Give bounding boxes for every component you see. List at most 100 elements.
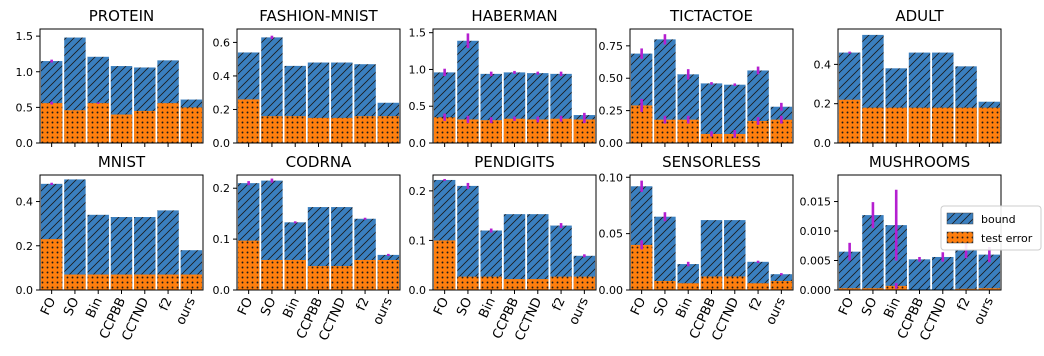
panel-title: PENDIGITS — [474, 153, 554, 171]
x-tick-label: ours — [566, 295, 592, 327]
y-tick-label: 0.00 — [599, 137, 624, 150]
y-tick-label: 0.2 — [814, 98, 832, 111]
panel-haberman: HABERMAN 0.0 0.5 1.0 1.5 — [409, 7, 597, 150]
bar-bound — [480, 230, 502, 290]
bar-test-error — [770, 280, 793, 290]
y-tick-label: 0.010 — [800, 225, 832, 238]
panel-title: CODRNA — [286, 153, 352, 171]
y-tick-label: 0.0 — [213, 137, 231, 150]
bar-test-error — [908, 107, 931, 143]
y-tick-label: 0.2 — [213, 103, 231, 116]
bar-test-error — [654, 119, 676, 143]
y-tick-label: 0.05 — [599, 228, 624, 241]
bar-test-error — [770, 119, 793, 143]
x-tick-label: FO — [836, 295, 857, 317]
bar-test-error — [724, 276, 746, 290]
bar-test-error — [862, 107, 884, 143]
y-tick-label: 0.10 — [599, 171, 624, 184]
bar-bound — [724, 84, 746, 143]
x-tick-label: f2 — [955, 295, 974, 313]
y-tick-label: 1.5 — [409, 27, 427, 40]
x-tick-label: FO — [38, 295, 59, 317]
x-tick-label: SO — [258, 295, 279, 318]
y-tick-label: 0.015 — [800, 196, 832, 209]
panel-title: PROTEIN — [89, 7, 155, 25]
panel-title: HABERMAN — [471, 7, 557, 25]
bar-test-error — [630, 244, 653, 290]
bar-test-error — [433, 240, 456, 290]
panel-tictactoe: TICTACTOE 0.00 0.25 0.50 0.75 — [599, 7, 794, 150]
bar-test-error — [457, 276, 479, 290]
x-tick-label: f2 — [354, 295, 373, 313]
bar-test-error — [677, 283, 699, 290]
legend-swatch-bound — [946, 212, 974, 225]
x-tick-label: ours — [370, 295, 396, 327]
bar-test-error — [630, 105, 653, 143]
panel-title: FASHION-MNIST — [259, 7, 378, 25]
y-tick-label: 0.5 — [409, 100, 427, 113]
y-tick-label: 0.0 — [16, 137, 34, 150]
bar-test-error — [134, 274, 156, 290]
bar-test-error — [862, 288, 884, 290]
bar-bound — [64, 179, 86, 290]
bar-test-error — [180, 107, 203, 143]
bar-bound — [932, 256, 954, 290]
bar-test-error — [331, 266, 353, 290]
bar-bound — [724, 220, 746, 290]
y-tick-label: 0.5 — [16, 101, 34, 114]
bar-test-error — [838, 99, 861, 143]
bar-test-error — [550, 276, 572, 290]
bar-bound — [747, 261, 769, 290]
y-tick-label: 1.5 — [16, 30, 34, 43]
bar-bound — [978, 254, 1001, 290]
bar-test-error — [157, 103, 179, 143]
bar-test-error — [134, 110, 156, 143]
bar-test-error — [64, 274, 86, 290]
legend-label-bound: bound — [981, 213, 1016, 226]
bar-bound — [700, 83, 723, 143]
bar-test-error — [307, 117, 330, 143]
bar-test-error — [932, 107, 954, 143]
y-tick-label: 1.0 — [409, 63, 427, 76]
bar-test-error — [503, 118, 526, 143]
y-tick-label: 0.0 — [409, 284, 427, 297]
bar-test-error — [480, 276, 502, 290]
bar-bound — [654, 216, 676, 290]
y-tick-label: 0.00 — [599, 284, 624, 297]
bar-test-error — [747, 120, 769, 143]
bar-test-error — [573, 119, 596, 143]
bar-test-error — [978, 107, 1001, 143]
x-tick-label: SO — [859, 295, 880, 318]
bar-test-error — [573, 276, 596, 290]
x-tick-label: f2 — [550, 295, 569, 313]
y-tick-label: 0.75 — [599, 40, 624, 53]
x-tick-label: Bin — [673, 295, 695, 320]
x-tick-label: FO — [431, 295, 452, 317]
x-tick-label: FO — [235, 295, 256, 317]
panel-title: MUSHROOMS — [869, 153, 970, 171]
bar-bound — [700, 220, 723, 290]
bar-test-error — [331, 117, 353, 143]
y-tick-label: 0.2 — [213, 182, 231, 195]
bar-test-error — [503, 279, 526, 290]
bar-test-error — [64, 110, 86, 143]
bar-test-error — [237, 99, 260, 143]
bar-bound — [457, 185, 479, 290]
y-tick-label: 0.0 — [213, 284, 231, 297]
x-tick-label: Bin — [476, 295, 498, 320]
bar-test-error — [885, 107, 907, 143]
bar-test-error — [307, 266, 330, 290]
bar-bound — [838, 251, 861, 290]
y-tick-label: 0.50 — [599, 72, 624, 85]
panel-title: TICTACTOE — [669, 7, 753, 25]
bar-test-error — [747, 283, 769, 290]
bar-bound — [110, 217, 133, 290]
bar-bound — [457, 40, 479, 143]
bar-test-error — [433, 117, 456, 143]
x-tick-label: SO — [651, 295, 672, 318]
panel-title: ADULT — [895, 7, 944, 25]
